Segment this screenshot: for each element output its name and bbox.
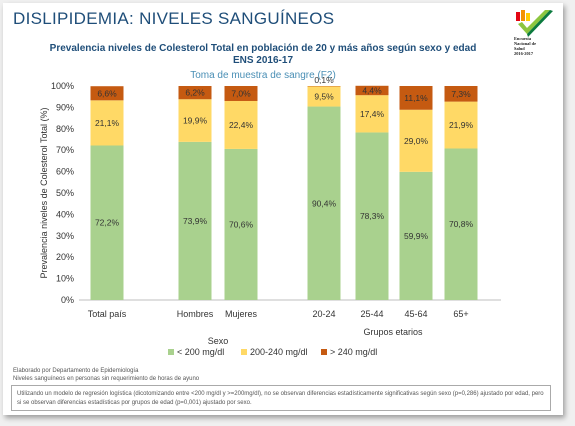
data-label: 7,0% bbox=[231, 88, 251, 98]
legend-swatch bbox=[168, 349, 174, 355]
y-tick-label: 30% bbox=[56, 231, 74, 241]
y-tick-label: 20% bbox=[56, 252, 74, 262]
y-tick-label: 40% bbox=[56, 209, 74, 219]
bar-segment-200-240 bbox=[355, 95, 389, 133]
chart-title: Prevalencia niveles de Colesterol Total … bbox=[3, 43, 523, 67]
logo-text-line: Salud bbox=[514, 46, 525, 51]
logo-text: Encuesta Nacional de Salud 2016-2017 bbox=[514, 36, 556, 56]
bar-segment-over240 bbox=[224, 86, 258, 101]
data-label: 6,2% bbox=[185, 88, 205, 98]
data-label: 29,0% bbox=[404, 136, 429, 146]
data-label: 73,9% bbox=[183, 216, 208, 226]
data-label: 21,9% bbox=[449, 120, 474, 130]
bar-segment-over240 bbox=[90, 86, 124, 101]
x-tick-label: 65+ bbox=[453, 309, 468, 319]
x-tick-label: Hombres bbox=[177, 309, 214, 319]
bar-segment-200-240 bbox=[90, 100, 124, 146]
logo-text-line: 2016-2017 bbox=[514, 51, 534, 56]
data-label: 19,9% bbox=[183, 116, 208, 126]
bar-segment-over240 bbox=[355, 85, 389, 96]
bar-segment-over240 bbox=[399, 86, 433, 110]
chart-subtitle: Toma de muestra de sangre (F2) bbox=[190, 70, 336, 81]
y-tick-label: 70% bbox=[56, 145, 74, 155]
y-axis-title: Prevalencia niveles de Colesterol Total … bbox=[39, 108, 49, 279]
data-label: 59,9% bbox=[404, 231, 429, 241]
chart-title-line2: ENS 2016-17 bbox=[232, 55, 294, 66]
footnote-line: Niveles sanguíneos en personas sin reque… bbox=[13, 376, 200, 382]
x-tick-label: 45-64 bbox=[404, 309, 427, 319]
stacked-bar-chart: 0% 10% 20% 30% 40% 50% 60% 70% 80% 90% 100% Prevale… bbox=[39, 75, 501, 357]
bar-segment-under200 bbox=[399, 171, 433, 300]
y-tick-label: 0% bbox=[61, 295, 74, 305]
bar-segment-under200 bbox=[444, 148, 478, 300]
y-tick-label: 50% bbox=[56, 188, 74, 198]
bar-segment-200-240 bbox=[444, 101, 478, 149]
bar-segment-200-240 bbox=[224, 100, 258, 149]
data-label: 7,3% bbox=[451, 89, 471, 99]
data-label: 11,1% bbox=[404, 93, 428, 103]
data-label: 17,4% bbox=[360, 109, 385, 119]
bar-segment-under200 bbox=[307, 106, 341, 300]
bar-segment-under200 bbox=[355, 132, 389, 300]
chart-title-line1: Prevalencia niveles de Colesterol Total … bbox=[49, 43, 477, 54]
checkmark-logo-icon bbox=[516, 10, 553, 37]
statistical-remark: Utilizando un modelo de regresión logíst… bbox=[11, 385, 551, 411]
data-label: 4,4% bbox=[362, 85, 382, 95]
logo-text-line: Nacional de bbox=[514, 41, 537, 46]
data-label: 0,1% bbox=[314, 75, 334, 85]
y-tick-label: 100% bbox=[51, 81, 74, 91]
x-tick-label: Mujeres bbox=[225, 309, 258, 319]
data-label: 78,3% bbox=[360, 211, 385, 221]
data-label: 90,4% bbox=[312, 198, 337, 208]
legend-swatch bbox=[321, 349, 327, 355]
ens-logo: Encuesta Nacional de Salud 2016-2017 bbox=[514, 8, 556, 64]
bar-segment-200-240 bbox=[178, 99, 212, 142]
data-label: 6,6% bbox=[97, 88, 117, 98]
x-tick-label: Total país bbox=[88, 309, 127, 319]
data-label: 22,4% bbox=[229, 120, 254, 130]
y-tick-label: 60% bbox=[56, 167, 74, 177]
legend-label: > 240 mg/dl bbox=[330, 347, 377, 357]
bar-segment-under200 bbox=[90, 145, 124, 300]
legend-label: 200-240 mg/dl bbox=[250, 347, 308, 357]
footnote-line: Elaborado por Departamento de Epidemiolo… bbox=[13, 368, 139, 374]
y-tick-label: 90% bbox=[56, 102, 74, 112]
data-label: 72,2% bbox=[95, 218, 120, 228]
bar-segment-under200 bbox=[224, 148, 258, 300]
legend-label: < 200 mg/dl bbox=[177, 347, 224, 357]
logo-text-line: Encuesta bbox=[514, 36, 532, 41]
bar-segment-200-240 bbox=[399, 109, 433, 172]
data-label: 70,8% bbox=[449, 219, 474, 229]
y-tick-label: 80% bbox=[56, 124, 74, 134]
x-tick-label: 25-44 bbox=[360, 309, 383, 319]
bar-segment-over240 bbox=[178, 86, 212, 100]
bar-segment-200-240 bbox=[307, 86, 341, 107]
data-label: 21,1% bbox=[95, 118, 120, 128]
footnote: Elaborado por Departamento de Epidemiolo… bbox=[13, 367, 199, 383]
x-group-label-sexo: Sexo bbox=[208, 336, 229, 346]
bar-segment-under200 bbox=[178, 141, 212, 300]
legend-swatch bbox=[241, 349, 247, 355]
data-label: 70,6% bbox=[229, 219, 254, 229]
slide: DISLIPIDEMIA: NIVELES SANGUÍNEOS Encuest… bbox=[3, 3, 563, 415]
bar-segment-over240 bbox=[444, 86, 478, 102]
x-group-label-edad: Grupos etarios bbox=[363, 327, 423, 337]
data-label: 9,5% bbox=[314, 91, 334, 101]
x-tick-label: 20-24 bbox=[312, 309, 335, 319]
slide-title: DISLIPIDEMIA: NIVELES SANGUÍNEOS bbox=[13, 9, 335, 28]
y-tick-label: 10% bbox=[56, 274, 74, 284]
